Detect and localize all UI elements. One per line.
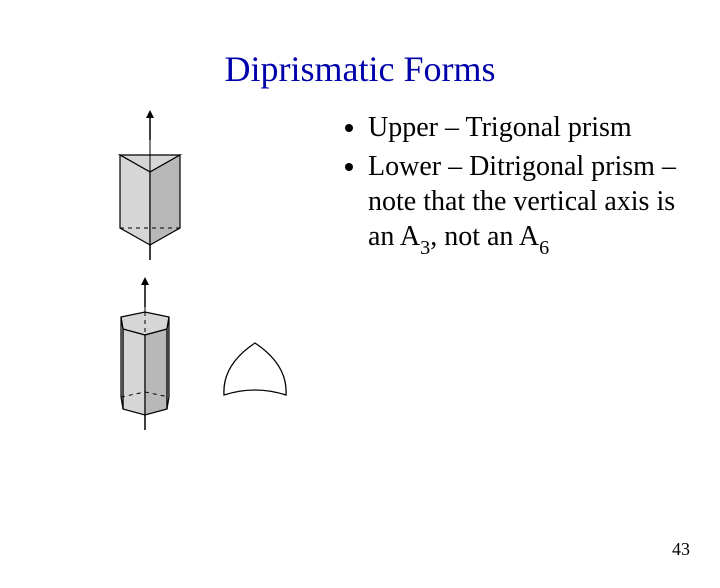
page-title: Diprismatic Forms xyxy=(0,48,720,90)
bullet-list: Upper – Trigonal prism Lower – Ditrigona… xyxy=(340,110,720,263)
content-row: Upper – Trigonal prism Lower – Ditrigona… xyxy=(0,110,720,263)
ditrigonal-cross-section xyxy=(210,335,300,415)
subscript-6: 6 xyxy=(539,237,549,259)
bullet-item-lower: Lower – Ditrigonal prism – note that the… xyxy=(368,149,700,259)
ditrigonal-prism-figure xyxy=(75,275,225,445)
figure-column xyxy=(0,110,340,263)
page-number: 43 xyxy=(672,539,690,560)
bullet-text: Upper – Trigonal prism xyxy=(368,112,632,143)
trigonal-prism-figure xyxy=(75,110,225,270)
bullet-item-upper: Upper – Trigonal prism xyxy=(368,110,700,145)
bullet-text-mid: , not an A xyxy=(430,221,539,252)
subscript-3: 3 xyxy=(420,237,430,259)
